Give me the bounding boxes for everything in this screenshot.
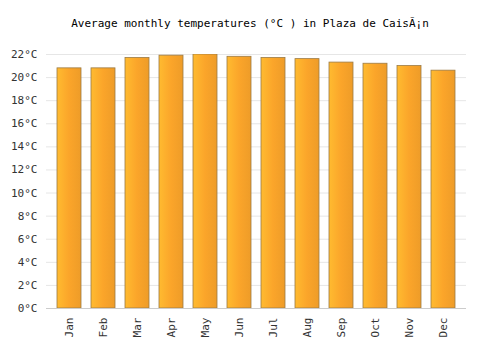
svg-text:May: May [199,317,212,337]
svg-text:Feb: Feb [97,318,110,338]
svg-text:Dec: Dec [437,318,450,338]
svg-text:14°C: 14°C [11,140,38,153]
svg-text:8°C: 8°C [18,210,38,223]
svg-text:10°C: 10°C [11,187,38,200]
svg-text:18°C: 18°C [11,94,38,107]
svg-text:2°C: 2°C [18,279,38,292]
svg-text:20°C: 20°C [11,71,38,84]
svg-text:Jan: Jan [63,318,76,338]
svg-text:6°C: 6°C [18,233,38,246]
svg-text:16°C: 16°C [11,117,38,130]
svg-text:Sep: Sep [335,318,348,338]
svg-text:Mar: Mar [131,317,144,337]
svg-text:0°C: 0°C [18,302,38,315]
svg-text:12°C: 12°C [11,163,38,176]
svg-text:Jul: Jul [267,318,280,338]
svg-text:Nov: Nov [403,317,416,337]
svg-text:Apr: Apr [165,317,178,337]
svg-text:Oct: Oct [369,318,382,338]
html-text:Average monthly temperatures (: Average monthly temperatures (°C ) in Pl… [71,17,429,30]
svg-text:22°C: 22°C [11,48,38,61]
svg-text:Aug: Aug [301,318,314,338]
svg-text:4°C: 4°C [18,256,38,269]
svg-text:Jun: Jun [233,318,246,338]
